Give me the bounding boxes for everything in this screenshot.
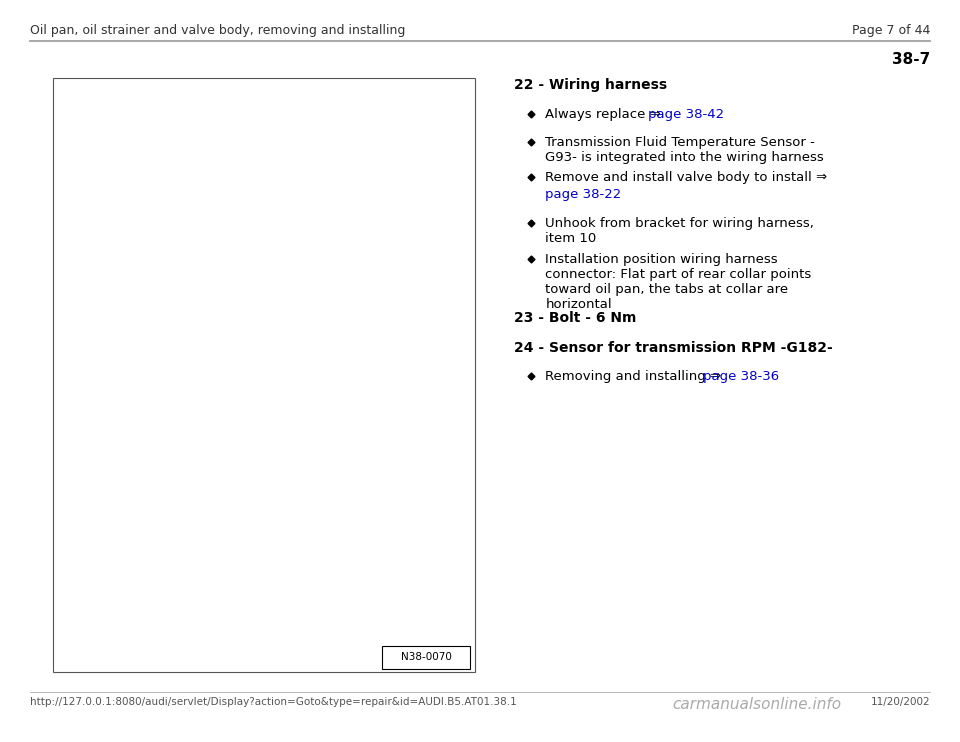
Text: Oil pan, oil strainer and valve body, removing and installing: Oil pan, oil strainer and valve body, re… [30,24,405,38]
Text: Remove and install valve body to install ⇒: Remove and install valve body to install… [545,171,828,185]
Text: carmanualsonline.info: carmanualsonline.info [672,697,841,712]
Text: page 38-22: page 38-22 [545,188,621,201]
Bar [53,78,475,672]
Text: Page 7 of 44: Page 7 of 44 [852,24,930,38]
Text: Unhook from bracket for wiring harness,
item 10: Unhook from bracket for wiring harness, … [545,217,814,246]
Text: 38-7: 38-7 [892,52,930,67]
Text: 23 - Bolt - 6 Nm: 23 - Bolt - 6 Nm [514,311,636,325]
Text: 24 - Sensor for transmission RPM -G182-: 24 - Sensor for transmission RPM -G182- [514,341,832,355]
Text: page 38-36: page 38-36 [703,370,779,384]
Text: Always replace ⇒: Always replace ⇒ [545,108,665,121]
Text: Installation position wiring harness
connector: Flat part of rear collar points
: Installation position wiring harness con… [545,253,811,311]
Text: N38-0070: N38-0070 [401,652,451,663]
Text: page 38-42: page 38-42 [648,108,724,121]
Text: 11/20/2002: 11/20/2002 [871,697,930,707]
FancyBboxPatch shape [382,646,470,669]
Text: Transmission Fluid Temperature Sensor -
G93- is integrated into the wiring harne: Transmission Fluid Temperature Sensor - … [545,136,824,164]
Text: Removing and installing ⇒: Removing and installing ⇒ [545,370,726,384]
Text: http://127.0.0.1:8080/audi/servlet/Display?action=Goto&type=repair&id=AUDI.B5.AT: http://127.0.0.1:8080/audi/servlet/Displ… [30,697,516,707]
Text: 22 - Wiring harness: 22 - Wiring harness [514,78,667,92]
